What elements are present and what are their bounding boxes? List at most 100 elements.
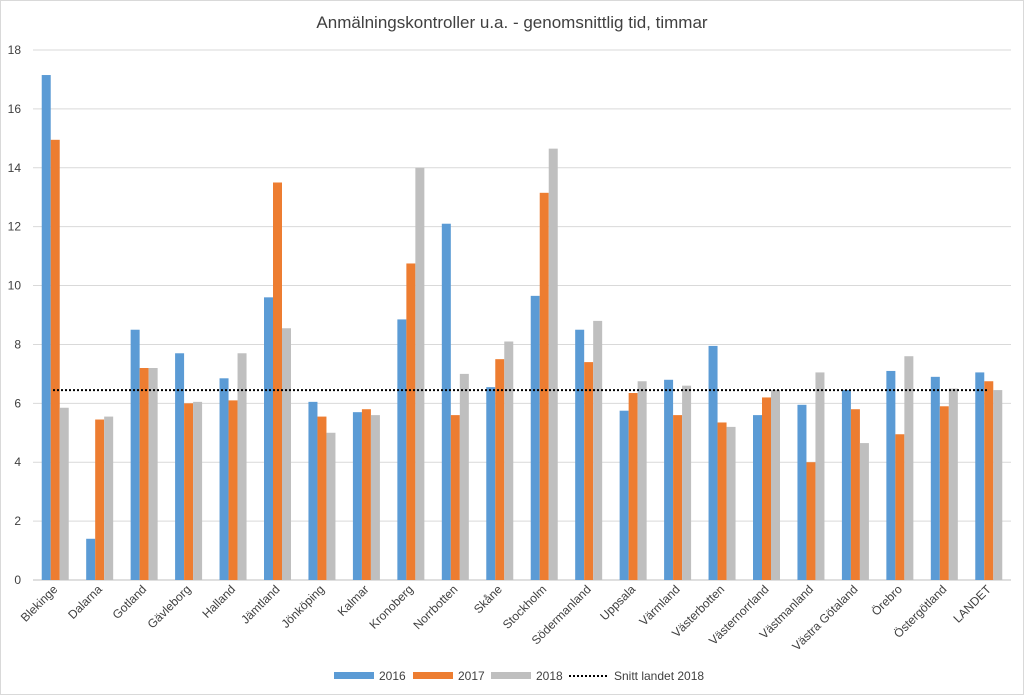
bar-2016-LANDET: [975, 372, 985, 580]
bar-2016-Uppsala: [619, 410, 629, 580]
y-tick-label: 4: [14, 455, 21, 469]
bar-2017-Jämtland: [273, 182, 282, 580]
bar-2017-LANDET: [984, 381, 994, 580]
bar-2016-Västerbotten: [708, 345, 718, 580]
bar-2017-Gävleborg: [184, 403, 194, 580]
bars: [41, 75, 1003, 581]
x-tick-label: Uppsala: [597, 582, 638, 623]
bar-2017-Värmland: [673, 415, 683, 580]
y-tick-label: 10: [8, 279, 22, 293]
bar-2016-Södermanland: [575, 329, 585, 580]
bar-2017-Uppsala: [628, 393, 638, 580]
x-tick-label: Örebro: [869, 582, 906, 619]
bar-2017-Blekinge: [50, 139, 60, 581]
x-tick-label: Dalarna: [65, 582, 105, 622]
y-tick-label: 0: [14, 573, 21, 587]
bar-2018-Halland: [237, 353, 247, 580]
bar-2018-Stockholm: [548, 148, 558, 580]
bar-2017-Jönköping: [317, 416, 327, 580]
x-tick-label: Norrbotten: [410, 582, 460, 632]
x-tick-label: LANDET: [951, 582, 995, 626]
bar-2016-Jönköping: [308, 401, 318, 580]
bar-2018-LANDET: [993, 390, 1003, 580]
bar-2016-Skåne: [486, 387, 496, 580]
x-tick-label: Blekinge: [18, 582, 61, 625]
y-tick-label: 14: [8, 161, 22, 175]
bar-2016-Jämtland: [264, 297, 273, 580]
legend-swatch: [413, 672, 453, 679]
bar-2018-Kronoberg: [415, 167, 425, 580]
y-tick-label: 6: [14, 396, 21, 410]
bar-2016-Blekinge: [41, 75, 51, 581]
bar-2016-Kalmar: [352, 412, 362, 580]
bar-2016-Västmanland: [797, 404, 807, 580]
bar-2017-Kronoberg: [406, 263, 416, 580]
x-tick-label: Gävleborg: [145, 582, 194, 631]
x-tick-label: Gotland: [110, 582, 150, 622]
bar-2018-Östergötland: [948, 388, 958, 580]
bar-2016-Dalarna: [86, 538, 96, 580]
bar-2018-Blekinge: [59, 407, 69, 580]
bar-2016-Värmland: [664, 379, 674, 580]
x-tick-label: Jönköping: [278, 582, 327, 631]
bar-2017-Västernorrland: [762, 397, 771, 580]
x-tick-label: Jämtland: [238, 582, 282, 626]
legend-swatch: [491, 672, 531, 679]
x-tick-label: Värmland: [636, 582, 682, 628]
x-tick-label: Kronoberg: [366, 582, 416, 632]
bar-2016-Västernorrland: [753, 415, 762, 580]
legend-label: 2017: [458, 669, 485, 683]
y-tick-label: 12: [8, 220, 22, 234]
bar-2018-Örebro: [904, 356, 914, 580]
bar-2018-Gotland: [148, 368, 158, 580]
bar-2018-Norrbotten: [459, 373, 469, 580]
bar-2017-Västmanland: [806, 462, 816, 580]
bar-2016-Kronoberg: [397, 319, 407, 580]
bar-2016-Halland: [219, 378, 229, 580]
bar-2016-Norrbotten: [441, 223, 451, 580]
bar-2017-Västerbotten: [717, 422, 727, 580]
x-tick-label: Kalmar: [335, 582, 372, 619]
bar-2018-Skåne: [504, 341, 514, 580]
bar-2018-Värmland: [682, 385, 692, 580]
bar-2018-Dalarna: [104, 416, 114, 580]
bar-2018-Västernorrland: [771, 390, 780, 580]
bar-2018-Västmanland: [815, 372, 825, 580]
bar-2017-Dalarna: [95, 419, 105, 580]
x-tick-label: Halland: [199, 582, 238, 621]
bar-2017-Västra Götaland: [850, 409, 860, 580]
bar-2017-Gotland: [139, 368, 149, 580]
bar-2018-Kalmar: [370, 415, 380, 580]
y-tick-label: 18: [8, 43, 22, 57]
y-tick-label: 2: [14, 514, 21, 528]
bar-2017-Östergötland: [939, 406, 949, 580]
chart-title: Anmälningskontroller u.a. - genomsnittli…: [316, 13, 707, 32]
y-axis-ticks: 0 2 4 6 8 10 12 14 16 18: [8, 43, 22, 587]
legend-label: Snitt landet 2018: [614, 669, 704, 683]
x-tick-label: Skåne: [471, 582, 505, 616]
bar-2017-Stockholm: [539, 192, 549, 581]
bar-2018-Västerbotten: [726, 426, 736, 580]
legend-swatch: [334, 672, 374, 679]
bar-2018-Gävleborg: [193, 401, 203, 580]
y-tick-label: 16: [8, 102, 22, 116]
bar-2017-Halland: [228, 400, 238, 580]
bar-2016-Gotland: [130, 329, 140, 580]
bar-2018-Jämtland: [282, 328, 291, 580]
bar-2018-Västra Götaland: [859, 443, 869, 580]
bar-2018-Uppsala: [637, 381, 647, 580]
bar-2016-Stockholm: [530, 295, 540, 580]
legend-label: 2016: [379, 669, 406, 683]
y-tick-label: 8: [14, 337, 21, 351]
legend-label: 2018: [536, 669, 563, 683]
bar-2017-Örebro: [895, 434, 905, 580]
bar-2017-Skåne: [495, 359, 505, 580]
bar-2017-Kalmar: [361, 409, 371, 580]
legend: 2016 2017 2018 Snitt landet 2018: [334, 669, 704, 683]
bar-2018-Jönköping: [326, 432, 336, 580]
bar-2016-Gävleborg: [175, 353, 185, 580]
bar-2018-Södermanland: [593, 320, 603, 580]
